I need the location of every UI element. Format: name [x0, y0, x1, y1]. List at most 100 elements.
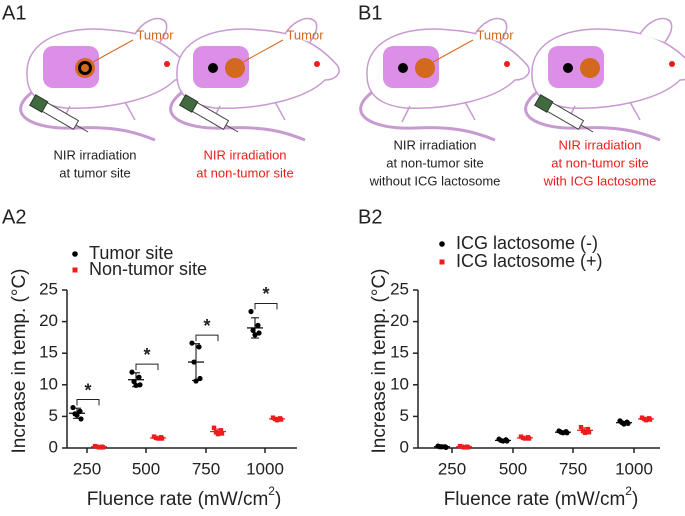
- x-axis-label-text: Fluence rate (mW/cm: [444, 489, 626, 510]
- mouse-illustration: NIR irradiation at non-tumor site with ICG…: [524, 17, 685, 188]
- tumor-label: Tumor: [476, 27, 514, 42]
- mouse-ear: [474, 17, 508, 43]
- data-point: [189, 340, 195, 346]
- mouse-tail: [169, 88, 306, 142]
- data-point: [136, 374, 142, 380]
- caption-line: with ICG lactosome: [543, 173, 657, 188]
- data-point: [78, 416, 84, 422]
- data-point: [526, 436, 532, 441]
- legend-marker: [439, 241, 445, 247]
- data-point: [155, 436, 161, 441]
- irradiation-dot: [208, 63, 218, 73]
- data-point: [585, 426, 591, 432]
- data-point: [215, 431, 221, 437]
- caption-line: at non-tumor site: [196, 165, 294, 180]
- data-point: [586, 430, 592, 435]
- tumor-pointer: [92, 39, 134, 63]
- y-tick-label: 0: [49, 437, 58, 456]
- mouse-ear: [284, 17, 318, 43]
- caption-line: at non-tumor site: [386, 155, 484, 170]
- data-point: [137, 382, 143, 388]
- data-point: [219, 431, 225, 436]
- legend-marker: [72, 251, 78, 257]
- caption-line: NIR irradiation: [53, 147, 136, 162]
- data-point: [96, 445, 102, 450]
- y-tick-label: 0: [400, 437, 409, 456]
- significance-star: *: [262, 284, 269, 304]
- x-axis-label-close: ): [275, 489, 281, 510]
- syringe-liquid: [533, 94, 554, 113]
- data-point: [643, 417, 649, 423]
- legend-marker: [72, 267, 78, 273]
- tumor-label: Tumor: [136, 27, 174, 42]
- data-point: [196, 344, 202, 350]
- tumor: [225, 58, 245, 78]
- syringe-needle: [580, 124, 594, 133]
- y-axis-label: Increase in temp. (°C): [369, 269, 390, 454]
- significance-bracket: [135, 363, 159, 371]
- legend-marker: [439, 259, 445, 265]
- significance-star: *: [84, 380, 91, 400]
- x-tick-label: 500: [499, 459, 527, 478]
- y-tick-label: 15: [390, 343, 409, 362]
- data-point: [439, 444, 445, 450]
- irradiation-dot: [398, 63, 408, 73]
- data-point: [560, 430, 566, 436]
- data-point: [564, 430, 570, 436]
- caption-line: without ICG lactosome: [369, 173, 501, 188]
- syringe: [533, 94, 594, 133]
- mouse-leg: [401, 101, 476, 123]
- significance-bracket: [76, 399, 100, 406]
- tumor-pointer: [242, 39, 284, 63]
- data-point: [578, 424, 584, 430]
- y-tick-label: 10: [39, 374, 58, 393]
- syringe-liquid: [28, 94, 49, 113]
- mouse-illustration: Tumor NIR irradiation at non-tumor site wit…: [359, 17, 530, 188]
- x-tick-label: 1000: [246, 459, 284, 478]
- data-point: [465, 445, 471, 450]
- syringe-needle: [225, 124, 239, 133]
- data-point: [159, 436, 165, 441]
- mouse-tail: [359, 88, 496, 142]
- caption-line: at tumor site: [59, 165, 131, 180]
- caption-line: NIR irradiation: [558, 137, 641, 152]
- mouse-ear: [134, 17, 168, 43]
- panel-label: B2: [358, 206, 382, 228]
- mouse-eye: [314, 61, 320, 67]
- mouse-tail: [524, 88, 661, 142]
- data-point: [461, 445, 467, 450]
- data-point: [211, 425, 217, 430]
- mouse-tail: [19, 88, 156, 142]
- mouse-illustration: Tumor NIR irradiation at tumor site: [19, 17, 190, 180]
- data-point: [500, 438, 506, 444]
- data-point: [197, 375, 203, 382]
- x-axis-label: Fluence rate (mW/cm2): [444, 484, 639, 510]
- data-point: [278, 417, 284, 422]
- y-tick-label: 15: [39, 343, 58, 362]
- data-point: [250, 327, 256, 334]
- data-point: [100, 445, 106, 450]
- data-point: [70, 404, 76, 411]
- data-point: [133, 382, 139, 389]
- x-axis-label: Fluence rate (mW/cm2): [87, 484, 282, 510]
- x-tick-label: 750: [559, 459, 587, 478]
- x-axis-label-sup: 2: [625, 484, 632, 498]
- caption-line: NIR irradiation: [393, 137, 476, 152]
- data-point: [77, 408, 83, 414]
- mouse-illustration: Tumor NIR irradiation at non-tumor site: [169, 17, 340, 180]
- legend-label: ICG lactosome (-): [456, 233, 598, 253]
- legend-label: Non-tumor site: [89, 259, 207, 279]
- significance-bracket: [195, 334, 219, 342]
- x-axis-label-sup: 2: [268, 484, 275, 498]
- caption-line: at non-tumor site: [551, 155, 649, 170]
- y-tick-label: 25: [390, 279, 409, 298]
- tumor: [580, 58, 600, 78]
- x-axis-label-text: Fluence rate (mW/cm: [87, 489, 269, 510]
- data-point: [621, 421, 627, 427]
- x-tick-label: 250: [73, 459, 101, 478]
- x-tick-label: 750: [192, 459, 220, 478]
- data-point: [582, 430, 588, 436]
- legend-label: Tumor site: [89, 243, 173, 263]
- data-point: [191, 359, 197, 365]
